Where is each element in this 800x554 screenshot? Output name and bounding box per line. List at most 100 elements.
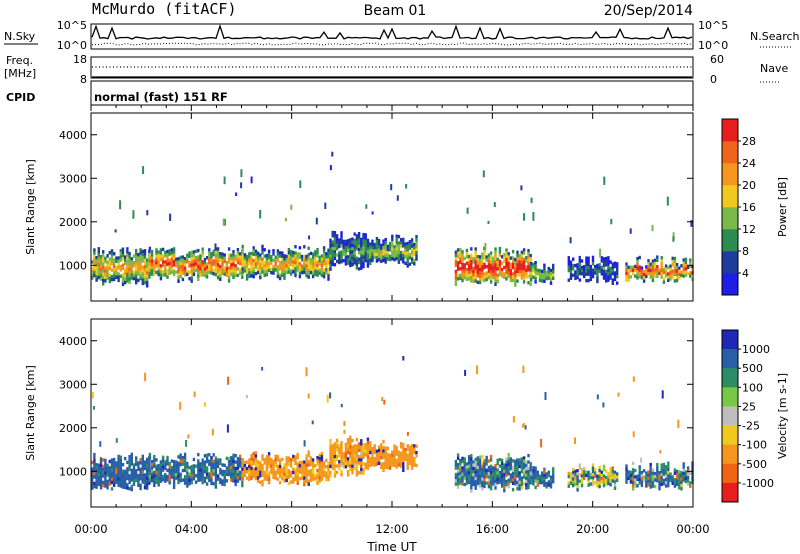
echo-cell xyxy=(459,254,462,258)
echo-cell xyxy=(113,268,116,272)
echo-cell xyxy=(95,479,98,483)
echo-cell xyxy=(241,254,244,258)
echo-cell xyxy=(402,356,405,361)
echo-cell xyxy=(377,242,381,246)
echo-cell xyxy=(408,461,412,465)
echo-cell xyxy=(241,458,244,462)
echo-cell xyxy=(567,481,570,485)
echo-cell xyxy=(494,473,497,477)
echo-cell xyxy=(168,468,171,472)
echo-cell xyxy=(494,266,497,270)
echo-cell xyxy=(95,463,98,467)
echo-cell xyxy=(474,276,477,280)
echo-cell xyxy=(393,254,396,259)
echo-cell xyxy=(543,474,546,478)
echo-cell xyxy=(188,261,191,265)
echo-cell xyxy=(382,242,385,247)
echo-cell xyxy=(179,463,182,467)
echo-cell xyxy=(478,271,482,275)
echo-cell xyxy=(514,469,517,473)
echo-cell xyxy=(483,278,486,283)
echo-cell xyxy=(391,460,394,464)
echo-cell xyxy=(640,269,644,273)
echo-cell xyxy=(194,259,198,263)
echo-cell xyxy=(351,439,354,443)
echo-cell xyxy=(600,473,603,478)
echo-cell xyxy=(351,458,354,462)
echo-cell xyxy=(318,479,321,483)
echo-cell xyxy=(659,450,662,454)
echo-cell xyxy=(186,260,189,264)
echo-cell xyxy=(274,470,277,474)
echo-cell xyxy=(238,464,242,468)
echo-cell xyxy=(485,475,488,479)
echo-cell xyxy=(117,272,120,276)
echo-cell xyxy=(613,261,617,265)
echo-cell xyxy=(148,458,151,463)
echo-cell xyxy=(357,267,361,271)
echo-cell xyxy=(489,487,493,491)
echo-cell xyxy=(393,444,396,448)
echo-cell xyxy=(210,475,213,479)
echo-cell xyxy=(645,481,648,485)
echo-cell xyxy=(481,487,484,491)
noise-sky-series xyxy=(91,24,693,40)
echo-cell xyxy=(164,476,167,480)
echo-cell xyxy=(613,486,617,490)
echo-cell xyxy=(311,464,315,469)
echo-cell xyxy=(139,486,142,491)
echo-cell xyxy=(649,485,652,489)
echo-cell xyxy=(642,478,646,483)
echo-cell xyxy=(483,253,486,257)
echo-cell xyxy=(148,269,152,273)
echo-cell xyxy=(404,457,407,461)
echo-cell xyxy=(219,268,222,272)
echo-cell xyxy=(190,257,193,261)
echo-cell xyxy=(380,256,383,260)
echo-cell xyxy=(159,476,163,480)
echo-cell xyxy=(135,459,138,463)
echo-cell xyxy=(124,469,127,474)
echo-cell xyxy=(522,459,526,463)
echo-cell xyxy=(248,461,251,466)
echo-cell xyxy=(329,471,332,475)
echo-cell xyxy=(682,468,685,473)
echo-cell xyxy=(596,477,599,482)
echo-cell xyxy=(119,468,122,472)
echo-cell xyxy=(386,446,390,451)
echo-cell xyxy=(647,473,650,477)
echo-cell xyxy=(500,261,504,265)
echo-cell xyxy=(199,254,202,258)
echo-cell xyxy=(159,273,163,278)
echo-cell xyxy=(413,249,416,253)
echo-cell xyxy=(634,484,637,489)
echo-cell xyxy=(126,470,129,474)
echo-cell xyxy=(498,253,502,257)
echo-cell xyxy=(216,269,220,273)
echo-cell xyxy=(117,265,120,270)
echo-cell xyxy=(227,463,231,467)
echo-cell xyxy=(415,257,418,261)
echo-cell xyxy=(384,247,387,251)
echo-cell xyxy=(349,251,352,255)
echo-cell xyxy=(243,473,247,477)
echo-cell xyxy=(344,449,348,453)
echo-cell xyxy=(461,278,464,283)
echo-cell xyxy=(331,256,334,260)
echo-cell xyxy=(216,461,220,465)
echo-cell xyxy=(660,262,663,266)
echo-cell xyxy=(353,238,356,243)
echo-cell xyxy=(205,268,209,273)
echo-cell xyxy=(245,264,249,268)
echo-cell xyxy=(175,264,178,268)
echo-cell xyxy=(474,266,477,270)
echo-cell xyxy=(463,476,466,480)
echo-cell xyxy=(587,470,590,475)
x-tick-label: 12:00 xyxy=(375,522,408,536)
echo-cell xyxy=(459,257,462,261)
echo-cell xyxy=(465,478,469,482)
echo-cell xyxy=(511,472,515,476)
echo-cell xyxy=(135,249,138,253)
echo-cell xyxy=(234,473,237,477)
echo-cell xyxy=(316,247,319,252)
